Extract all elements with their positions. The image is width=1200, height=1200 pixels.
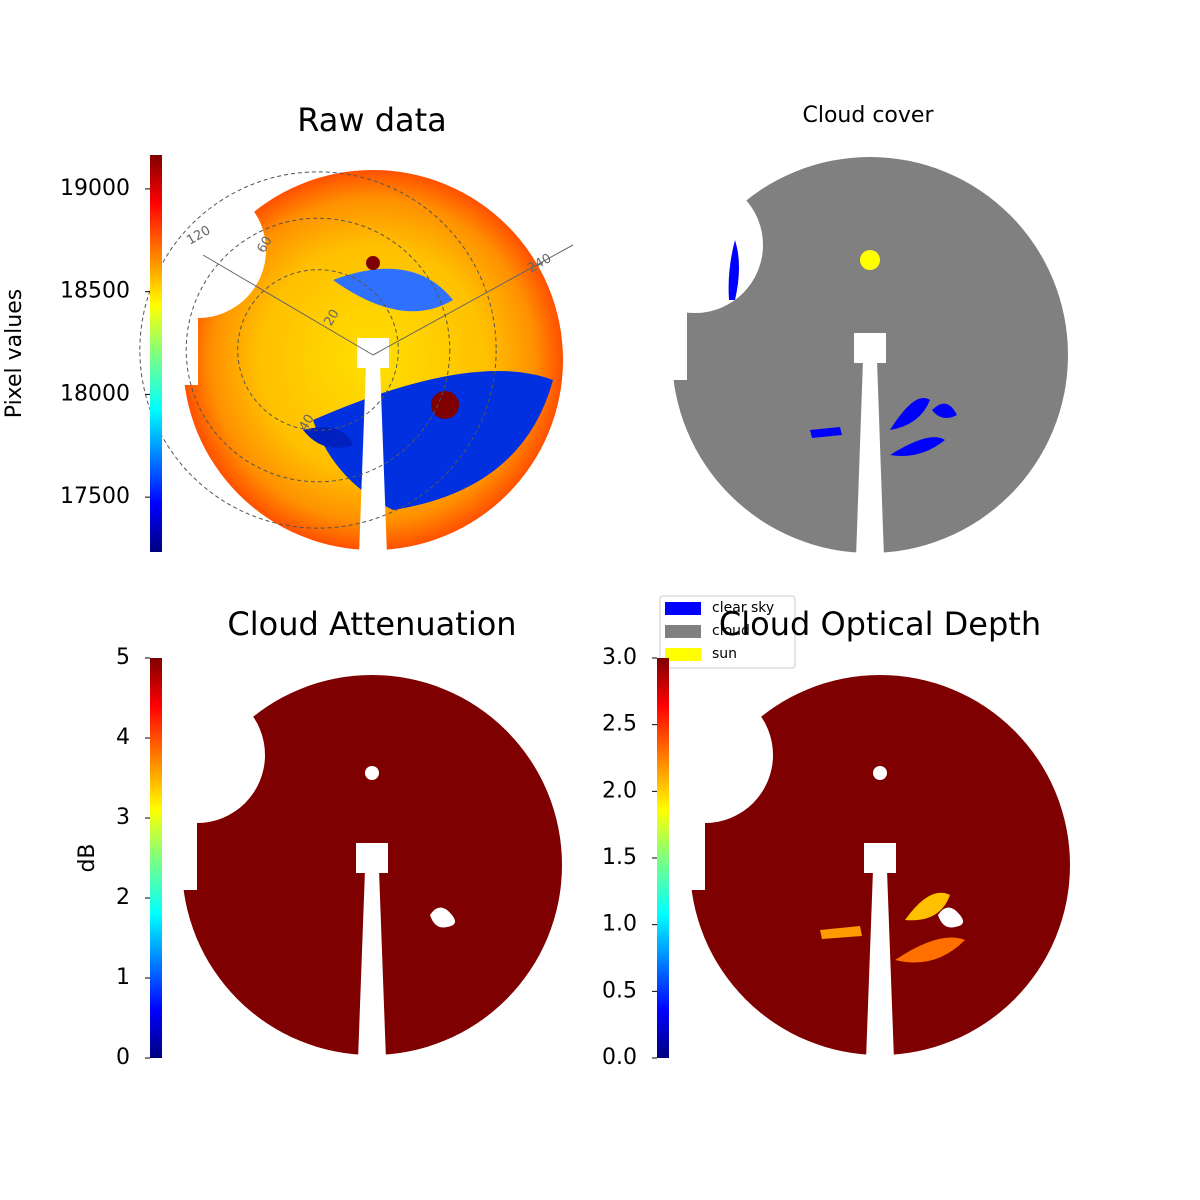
legend-swatch bbox=[665, 602, 701, 615]
polar-grid bbox=[237, 269, 399, 431]
image-region bbox=[303, 427, 353, 448]
colorbar-tick-label: 0.0 bbox=[602, 1045, 637, 1070]
pedestal bbox=[854, 333, 886, 363]
colorbar-tick-label: 1.0 bbox=[602, 912, 637, 937]
pedestal bbox=[356, 843, 388, 873]
colorbar-label: dB bbox=[75, 843, 100, 872]
pedestal bbox=[856, 360, 884, 558]
mask bbox=[667, 152, 687, 380]
polar-label: 20 bbox=[322, 307, 343, 329]
polar-grid bbox=[185, 217, 451, 483]
mask bbox=[177, 670, 197, 890]
legend-label: clear sky bbox=[712, 600, 774, 616]
image-region bbox=[932, 403, 957, 419]
mask bbox=[685, 670, 705, 890]
pedestal bbox=[864, 843, 896, 873]
colorbar-tick-label: 0 bbox=[116, 1045, 130, 1070]
colorbar-tick-label: 3 bbox=[116, 805, 130, 830]
colorbar-tick-label: 18500 bbox=[60, 279, 130, 304]
sun-mask bbox=[365, 766, 379, 780]
polar-label: 60 bbox=[255, 234, 276, 256]
colorbar-tick-label: 1 bbox=[116, 965, 130, 990]
hot-spot bbox=[431, 391, 459, 419]
polar-label: 40 bbox=[297, 412, 318, 434]
pedestal bbox=[358, 870, 386, 1060]
colorbar-tick-label: 0.5 bbox=[602, 978, 637, 1003]
pedestal bbox=[359, 365, 387, 555]
sun-marker bbox=[860, 250, 880, 270]
image-region bbox=[905, 892, 950, 921]
colorbar bbox=[150, 658, 162, 1058]
colorbar-tick-label: 2.0 bbox=[602, 778, 637, 803]
sun-mask bbox=[873, 766, 887, 780]
colorbar-tick-label: 2 bbox=[116, 885, 130, 910]
colorbar-tick-label: 2.5 bbox=[602, 712, 637, 737]
panel-title: Cloud cover bbox=[803, 103, 935, 128]
no-data bbox=[430, 907, 456, 928]
polar-spoke bbox=[202, 254, 374, 356]
panel-title: Cloud Optical Depth bbox=[719, 605, 1041, 643]
colorbar-tick-label: 3.0 bbox=[602, 645, 637, 670]
legend-label: sun bbox=[712, 646, 737, 662]
legend-swatch bbox=[665, 648, 701, 661]
colorbar-tick-label: 17500 bbox=[60, 484, 130, 509]
legend-label: cloud bbox=[712, 623, 750, 639]
polar-spoke bbox=[372, 244, 574, 356]
image-region bbox=[820, 926, 862, 939]
colorbar-tick-label: 18000 bbox=[60, 381, 130, 406]
mask bbox=[627, 177, 763, 313]
no-data bbox=[938, 907, 964, 928]
colorbar-label: Pixel values bbox=[2, 289, 27, 418]
colorbar-tick-label: 1.5 bbox=[602, 845, 637, 870]
colorbar-tick-label: 4 bbox=[116, 725, 130, 750]
pedestal bbox=[866, 870, 894, 1060]
panel-title: Cloud Attenuation bbox=[227, 605, 516, 643]
mask bbox=[178, 165, 198, 385]
colorbar-tick-label: 19000 bbox=[60, 176, 130, 201]
image-region bbox=[810, 427, 842, 438]
image-region bbox=[333, 268, 453, 312]
colorbar bbox=[150, 155, 162, 552]
hot-spot bbox=[366, 256, 380, 270]
image-region bbox=[728, 240, 739, 300]
image-region bbox=[890, 398, 930, 430]
panel-title: Raw data bbox=[297, 101, 447, 139]
colorbar-tick-label: 5 bbox=[116, 645, 130, 670]
image-region bbox=[895, 937, 965, 963]
image-region bbox=[890, 437, 945, 456]
legend-swatch bbox=[665, 625, 701, 638]
polar-grid bbox=[139, 171, 497, 529]
colorbar bbox=[657, 658, 669, 1058]
pedestal bbox=[357, 338, 389, 368]
